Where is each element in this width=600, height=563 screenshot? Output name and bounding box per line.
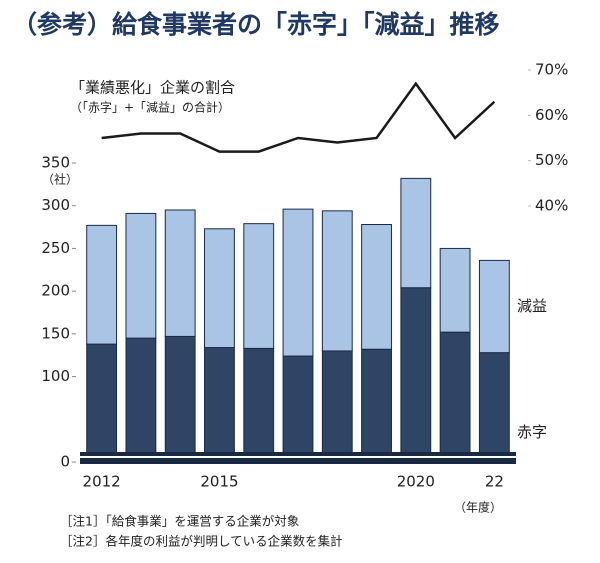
bar [400,287,432,463]
y-tick-label: 150 [41,324,70,342]
y-tick-label: 250 [41,239,70,257]
bar [478,259,510,354]
y-unit: （社） [42,172,78,187]
bar [321,350,353,463]
y2-tick-label: 40% [535,197,568,215]
bar [243,223,275,349]
bar [204,228,235,349]
bar [204,347,235,463]
bar [282,208,314,357]
x-tick-label: 22 [485,473,504,491]
y-tick-label: 300 [41,196,70,214]
y-tick-label: 350 [41,154,70,172]
y-tick-label: 200 [41,282,70,300]
bar [361,348,392,463]
bar [400,177,432,289]
y2-tick-label: 50% [535,151,568,169]
y-tick-label: 100 [41,367,70,385]
bar [321,210,353,352]
line-subtitle: （「赤字」+「減益」の合計） [70,100,230,115]
bar [164,335,196,463]
bar [282,355,314,463]
bar [86,343,118,463]
bar [243,347,275,463]
bar [361,224,392,350]
note: ［注1］「給食事業」を運営する企業が対象 [60,514,299,529]
note: ［注2］各年度の利益が判明している企業数を集計 [60,534,343,549]
x-unit: （年度） [454,500,502,515]
chart-title: （参考）給食事業者の「赤字」「減益」推移 [12,10,500,39]
bar [439,331,471,463]
bar [164,209,196,337]
bar [125,337,157,463]
x-tick-label: 2012 [83,473,121,491]
x-tick-label: 2020 [397,473,435,491]
y2-tick-label: 70% [535,61,568,79]
y2-tick-label: 60% [535,106,568,124]
x-tick-label: 2015 [200,473,238,491]
line-label: 「業績悪化」企業の割合 [70,79,235,97]
bar [439,247,471,333]
bar [125,212,157,339]
bar [478,352,510,463]
bar [86,224,118,345]
series-label: 減益 [517,297,547,315]
line [101,81,496,153]
y-tick-label: 0 [60,453,70,471]
series-label: 赤字 [517,423,547,441]
